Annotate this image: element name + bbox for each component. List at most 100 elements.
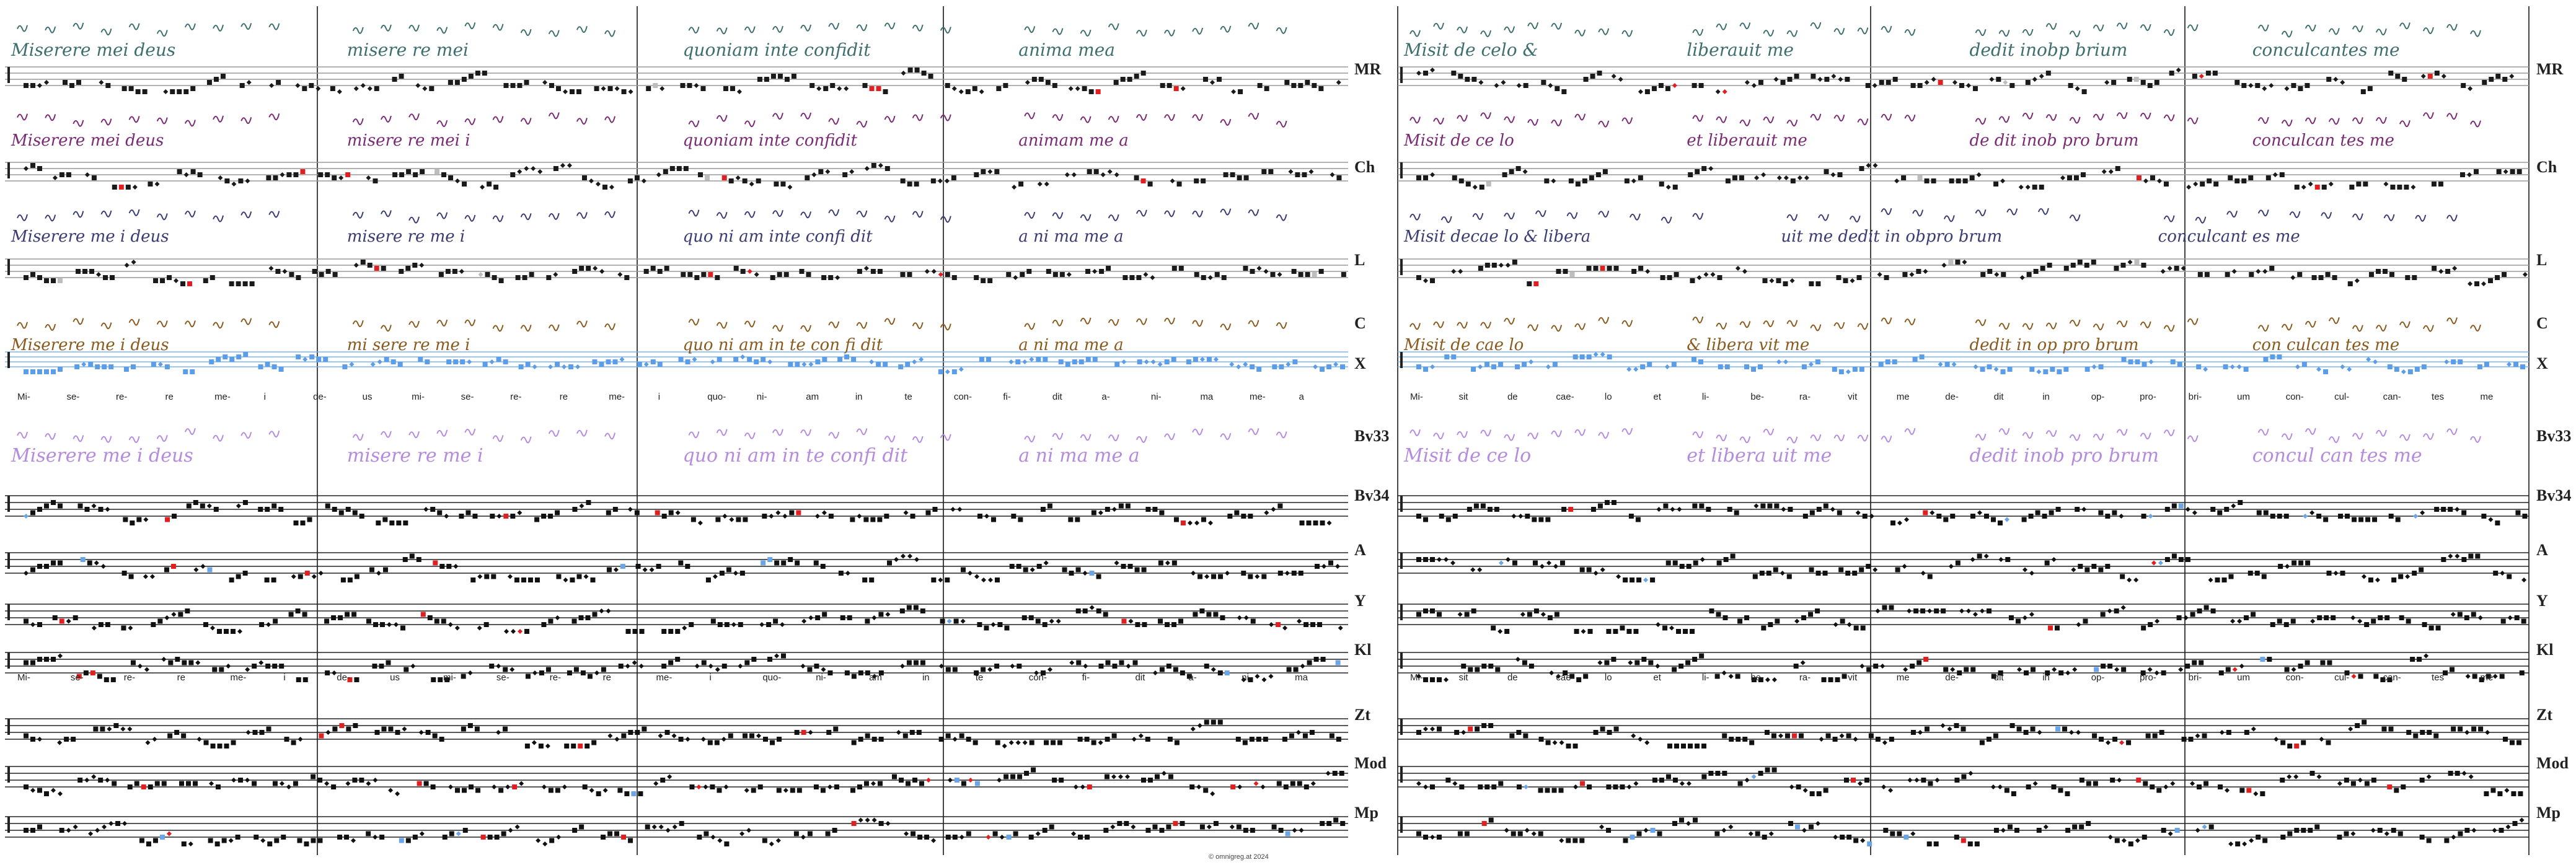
neume-note	[1910, 831, 1916, 836]
neume-note	[1170, 178, 1175, 183]
neume-note	[413, 172, 418, 177]
neume-note	[1113, 80, 1119, 85]
neume-note	[366, 618, 371, 624]
lyric-syllable: me	[2481, 672, 2494, 683]
manuscript-text-l: conculcant es me	[2158, 227, 2300, 246]
neume-note	[1920, 608, 1926, 613]
row-label-l: L	[2536, 251, 2547, 269]
neume-note	[581, 175, 587, 180]
neume-note	[1923, 269, 1928, 274]
neume-sign	[1574, 29, 1586, 37]
row-label-bv34: Bv34	[1354, 486, 1389, 504]
neume-note	[231, 740, 236, 745]
lyric-syllable: bri-	[2189, 672, 2202, 683]
neume-note	[780, 182, 786, 187]
neume-note	[635, 564, 641, 569]
neume-note	[2063, 266, 2069, 271]
neume-note	[1924, 178, 1930, 183]
neume-note	[777, 737, 782, 742]
manuscript-text-mr: quoniam inte confidit	[683, 40, 871, 60]
neume-note	[549, 83, 555, 88]
neume-sign	[1024, 211, 1036, 219]
neume-note	[775, 510, 781, 516]
neume-note	[376, 571, 381, 576]
neume-note	[538, 744, 544, 749]
neume-note	[696, 784, 702, 789]
neume-note	[990, 517, 996, 522]
neume-note	[423, 781, 429, 786]
neume-note	[858, 670, 863, 675]
neume-note	[518, 629, 523, 634]
neume-note	[717, 622, 723, 627]
lyric-syllable: et	[1653, 672, 1661, 683]
neume-note	[144, 667, 149, 672]
neume-note	[675, 510, 681, 516]
clef-mark	[7, 652, 10, 669]
neume-note	[2195, 733, 2200, 739]
neume-note	[1934, 778, 1940, 783]
neume-note	[81, 362, 87, 367]
neume-note	[599, 269, 605, 274]
neume-sign	[2281, 433, 2293, 441]
neume-note	[73, 615, 78, 620]
neume-notes	[24, 68, 2528, 846]
neume-note	[2091, 364, 2097, 369]
neume-sign	[1574, 113, 1586, 121]
neume-note	[1957, 670, 1962, 675]
neume-note	[44, 564, 49, 569]
neume-note	[2126, 740, 2132, 745]
neume-note	[871, 817, 877, 823]
neume-note	[367, 263, 373, 268]
neume-note	[1083, 664, 1088, 669]
neume-note	[1043, 560, 1049, 566]
neume-note	[496, 357, 501, 362]
neume-note	[1293, 667, 1299, 672]
neume-note	[2303, 514, 2308, 519]
neume-note	[738, 622, 743, 627]
neume-note	[105, 83, 111, 88]
neume-note	[1035, 831, 1041, 836]
neume-note	[2051, 784, 2057, 789]
neume-note	[91, 625, 97, 631]
neume-note	[1142, 622, 1147, 627]
neume-sign	[1574, 323, 1586, 330]
neume-sign	[2116, 320, 2128, 328]
neume-note	[2007, 824, 2013, 830]
neume-note	[419, 831, 425, 836]
neume-note	[462, 182, 467, 187]
neume-note	[1990, 784, 1996, 789]
neume-note	[518, 364, 524, 369]
neume-note	[813, 560, 819, 566]
neume-note	[650, 359, 656, 364]
neume-note	[1593, 266, 1599, 271]
neume-sign	[884, 115, 896, 123]
neume-note	[981, 169, 986, 174]
neume-note	[2158, 560, 2163, 566]
neume-sign	[1912, 209, 1924, 217]
neume-note	[1694, 744, 1700, 749]
neume-note	[2441, 557, 2446, 562]
neume-note	[2065, 670, 2071, 675]
neume-note	[186, 503, 192, 509]
neume-note	[318, 172, 324, 177]
neume-note	[840, 615, 845, 620]
neume-note	[1633, 629, 1639, 634]
neume-note	[986, 835, 991, 840]
neume-note	[149, 574, 155, 579]
neume-note	[1045, 80, 1051, 85]
neume-note	[1042, 622, 1048, 627]
lyric-syllable: con-	[2286, 392, 2304, 402]
neume-sign	[2305, 117, 2316, 125]
neume-note	[1859, 166, 1864, 171]
neume-note	[1052, 778, 1057, 783]
neume-note	[1528, 359, 1534, 364]
neume-note	[1961, 774, 1967, 779]
neume-sign	[1857, 118, 1869, 126]
neume-note	[951, 86, 957, 91]
neume-note	[668, 629, 674, 634]
neume-note	[958, 89, 964, 94]
neume-note	[1674, 272, 1679, 277]
neume-note	[1248, 677, 1253, 682]
neume-note	[2515, 510, 2521, 516]
neume-note	[161, 781, 167, 786]
